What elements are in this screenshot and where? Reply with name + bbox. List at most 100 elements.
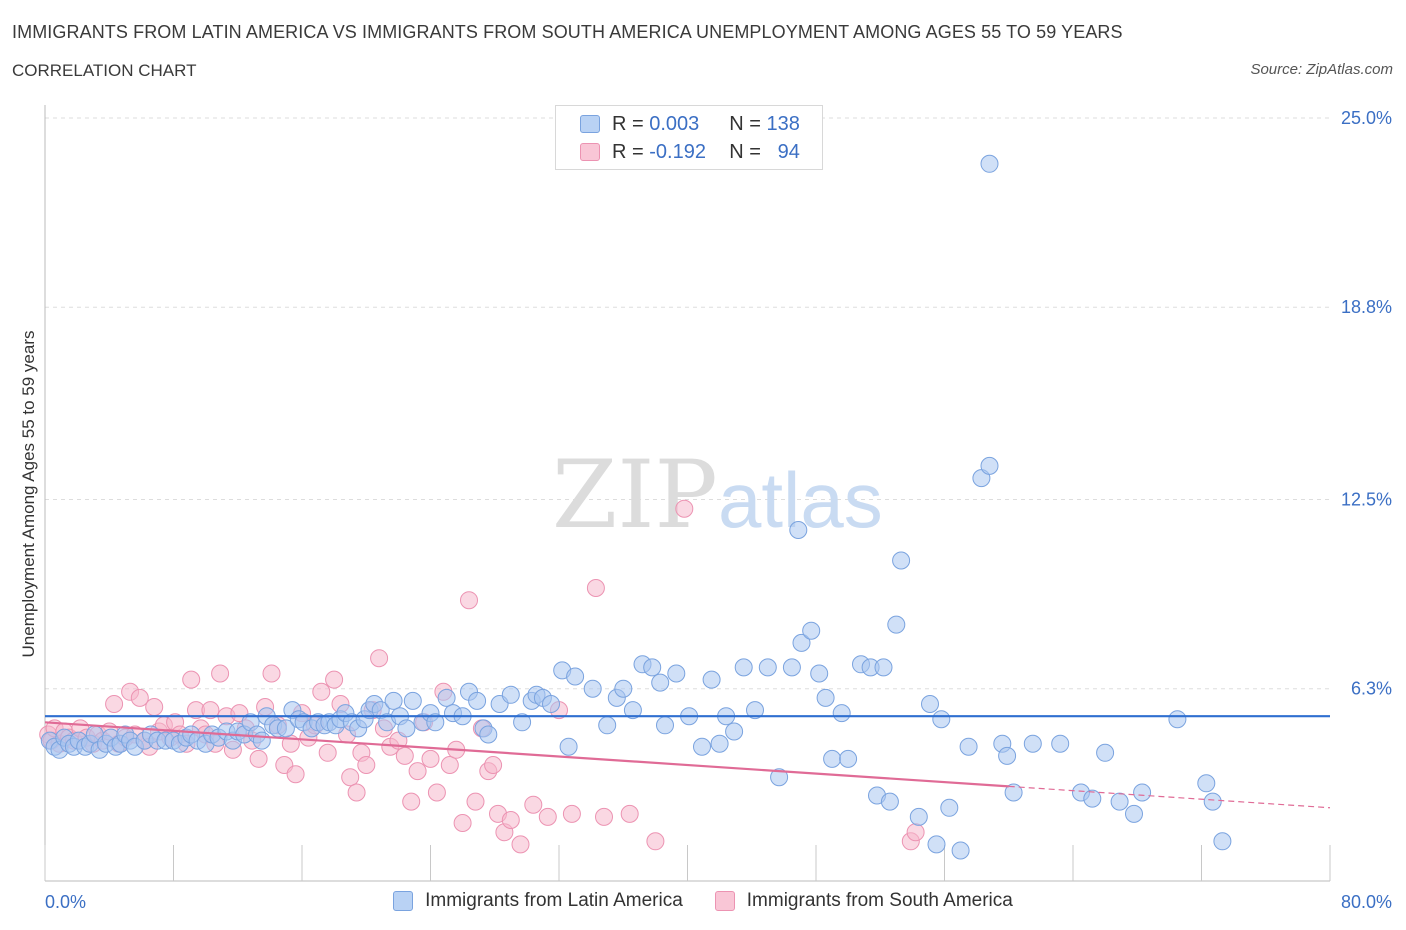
data-point xyxy=(656,716,674,735)
data-point xyxy=(397,719,416,738)
tick-labels: 6.3% 12.5% 18.8% 25.0% 0.0% 80.0% xyxy=(45,108,1392,912)
data-point xyxy=(710,734,729,753)
data-point xyxy=(145,698,164,716)
legend-swatch-pink xyxy=(580,143,600,161)
axes xyxy=(44,105,1331,882)
y-tick-label: 25.0% xyxy=(1341,108,1392,128)
data-point xyxy=(887,615,906,634)
data-point xyxy=(693,737,711,756)
data-point xyxy=(453,814,472,832)
data-point xyxy=(426,713,445,732)
legend-n-label: N = xyxy=(729,140,761,163)
data-point xyxy=(802,621,821,640)
data-point xyxy=(501,811,520,829)
data-point xyxy=(880,792,899,811)
trend-line-solid xyxy=(44,721,1009,788)
data-point xyxy=(598,716,617,735)
data-point xyxy=(1168,710,1187,729)
data-point xyxy=(940,798,959,817)
data-point xyxy=(620,804,639,823)
data-point xyxy=(832,704,851,723)
data-point xyxy=(262,664,281,683)
data-point xyxy=(402,792,421,811)
data-point xyxy=(427,783,446,802)
legend-n-label: N = xyxy=(729,112,761,135)
trend-line-dashed xyxy=(1008,785,1331,809)
chart-title: IMMIGRANTS FROM LATIN AMERICA VS IMMIGRA… xyxy=(12,22,1123,42)
data-point xyxy=(524,795,543,814)
data-point xyxy=(468,691,487,710)
data-point xyxy=(370,649,389,668)
data-point xyxy=(702,670,721,689)
legend-swatch-blue xyxy=(580,115,600,133)
data-point xyxy=(595,807,613,826)
data-point xyxy=(559,737,578,756)
data-point xyxy=(347,783,366,802)
data-point xyxy=(566,667,585,686)
data-point xyxy=(341,768,360,787)
data-point xyxy=(562,804,581,823)
data-point xyxy=(725,722,744,741)
data-point xyxy=(105,695,124,713)
data-point xyxy=(130,688,149,707)
data-point xyxy=(408,762,427,781)
data-point xyxy=(276,719,295,738)
legend-r-value: 0.003 xyxy=(649,112,700,135)
data-point xyxy=(1213,832,1232,851)
trend-lines xyxy=(44,715,1331,809)
bottom-legend-swatch-blue xyxy=(393,891,414,911)
bottom-legend-item-latin-america: Immigrants from Latin America xyxy=(393,890,683,912)
data-point xyxy=(782,658,801,677)
y-tick-label: 18.8% xyxy=(1341,297,1392,317)
data-point xyxy=(286,765,305,784)
data-point xyxy=(440,756,459,774)
legend-r-label: R = xyxy=(612,140,644,163)
legend-box: R = 0.003 N = 138 R = -0.192 N = 94 xyxy=(555,105,823,170)
data-point xyxy=(980,154,999,173)
data-point xyxy=(770,768,789,787)
chart-subtitle: CORRELATION CHART xyxy=(12,61,197,80)
x-tick-label: 0.0% xyxy=(45,892,86,912)
grid-lines xyxy=(45,117,1330,690)
legend-n-value: 94 xyxy=(777,140,800,163)
data-point xyxy=(403,691,422,710)
data-point xyxy=(1051,734,1070,753)
data-point xyxy=(1110,792,1129,811)
data-point xyxy=(758,658,777,677)
data-point xyxy=(460,591,478,610)
source-label: Source: ZipAtlas.com xyxy=(1250,61,1393,78)
data-point xyxy=(484,756,503,774)
data-point xyxy=(998,746,1017,765)
series-south-america-points xyxy=(39,499,925,854)
data-point xyxy=(312,682,331,701)
data-point xyxy=(1125,804,1143,823)
data-point xyxy=(810,664,829,683)
data-point xyxy=(586,579,605,597)
data-point xyxy=(318,743,337,762)
data-point xyxy=(1203,792,1222,811)
data-point xyxy=(542,695,560,713)
data-point xyxy=(823,749,842,768)
data-point xyxy=(1096,743,1115,762)
y-tick-label: 12.5% xyxy=(1341,490,1392,510)
data-point xyxy=(614,679,633,698)
bottom-legend-swatch-pink xyxy=(714,891,735,911)
data-point xyxy=(421,749,440,768)
data-point xyxy=(511,835,530,854)
data-point xyxy=(874,658,893,677)
data-point xyxy=(932,710,951,729)
data-point xyxy=(1004,783,1023,802)
legend-row-latin-america: R = 0.003 N = 138 xyxy=(580,112,800,136)
data-point xyxy=(252,731,271,750)
bottom-legend-item-south-america: Immigrants from South America xyxy=(714,890,1013,912)
data-point xyxy=(959,737,978,756)
data-point xyxy=(437,688,456,707)
data-point xyxy=(395,746,414,765)
y-tick-label: 6.3% xyxy=(1351,679,1392,699)
data-point xyxy=(909,807,928,826)
bottom-legend-label: Immigrants from South America xyxy=(746,890,1013,911)
data-point xyxy=(1133,783,1152,802)
watermark-zip: ZIP xyxy=(552,441,718,550)
data-point xyxy=(1197,774,1216,793)
data-point xyxy=(667,664,686,683)
